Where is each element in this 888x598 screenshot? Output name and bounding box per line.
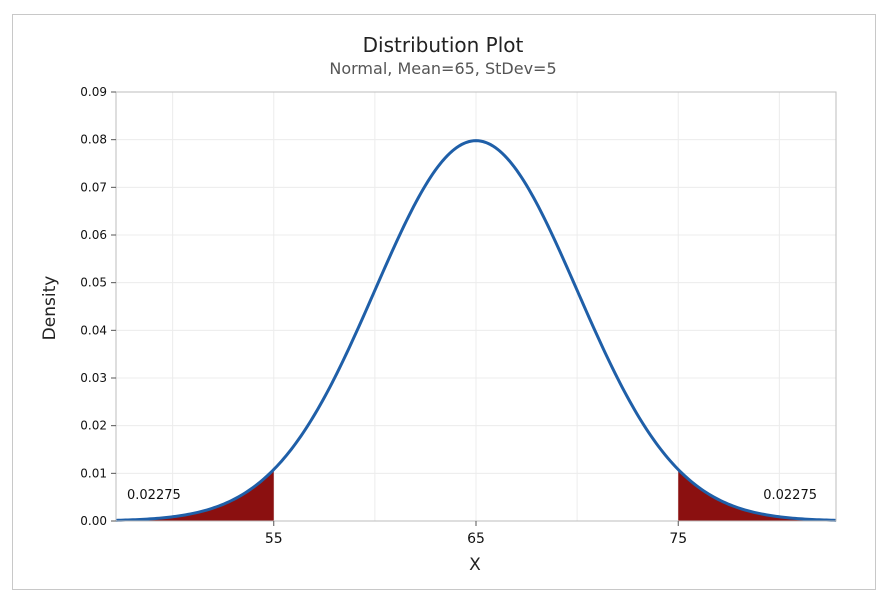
x-tick-label: 55	[265, 531, 283, 547]
y-tick-label: 0.08	[80, 133, 107, 147]
density-curve	[115, 139, 837, 522]
y-axis-label: Density	[40, 276, 60, 341]
x-axis-label: X	[469, 555, 481, 575]
shaded-areas	[116, 469, 836, 521]
y-tick-label: 0.09	[80, 85, 107, 99]
x-axis-ticks: 55 65 75	[265, 521, 687, 547]
y-tick-label: 0.05	[80, 276, 107, 290]
y-tick-label: 0.02	[80, 419, 107, 433]
area-labels: 0.02275 0.02275	[127, 488, 817, 503]
x-tick-label: 65	[467, 531, 485, 547]
y-tick-label: 0.01	[80, 466, 107, 480]
x-tick-label: 75	[669, 531, 687, 547]
y-tick-label: 0.06	[80, 228, 107, 242]
gridlines	[116, 91, 836, 521]
y-tick-label: 0.03	[80, 371, 107, 385]
chart-subtitle: Normal, Mean=65, StDev=5	[329, 59, 556, 78]
y-tick-label: 0.00	[80, 514, 107, 528]
right-tail-probability-label: 0.02275	[763, 488, 817, 503]
y-tick-label: 0.04	[80, 323, 107, 337]
density-curve-group	[115, 139, 837, 522]
y-tick-label: 0.07	[80, 180, 107, 194]
left-tail-probability-label: 0.02275	[127, 488, 181, 503]
left-tail-area	[116, 469, 274, 521]
y-axis-ticks: 0.00 0.01 0.02 0.03 0.04 0.05 0.06 0.07 0.08 0.09	[80, 85, 116, 528]
right-tail-area	[678, 469, 836, 521]
chart-frame	[12, 14, 876, 590]
chart-title: Distribution Plot	[363, 33, 524, 57]
